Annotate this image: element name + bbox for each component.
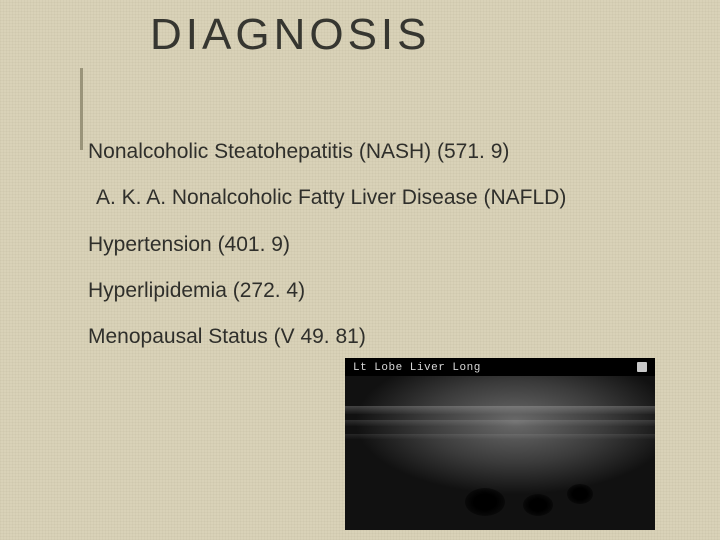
ultrasound-tissue-band — [345, 434, 655, 439]
ultrasound-scan-region — [345, 376, 655, 530]
diagnosis-item: Hyperlipidemia (272. 4) — [88, 277, 680, 305]
diagnosis-item: Menopausal Status (V 49. 81) — [88, 323, 680, 351]
diagnosis-item: A. K. A. Nonalcoholic Fatty Liver Diseas… — [88, 184, 680, 212]
ultrasound-image: Lt Lobe Liver Long — [345, 358, 655, 530]
ultrasound-marker-icon — [637, 362, 647, 372]
diagnosis-item: Hypertension (401. 9) — [88, 231, 680, 259]
ultrasound-label: Lt Lobe Liver Long — [353, 362, 481, 374]
ultrasound-vessel — [567, 484, 593, 504]
ultrasound-vessel — [523, 494, 553, 516]
diagnosis-list: Nonalcoholic Steatohepatitis (NASH) (571… — [88, 138, 680, 370]
diagnosis-item: Nonalcoholic Steatohepatitis (NASH) (571… — [88, 138, 680, 166]
ultrasound-tissue-band — [345, 420, 655, 426]
ultrasound-vessel — [465, 488, 505, 516]
accent-line — [80, 68, 83, 150]
ultrasound-tissue-band — [345, 406, 655, 414]
page-title: DIAGNOSIS — [150, 10, 431, 60]
